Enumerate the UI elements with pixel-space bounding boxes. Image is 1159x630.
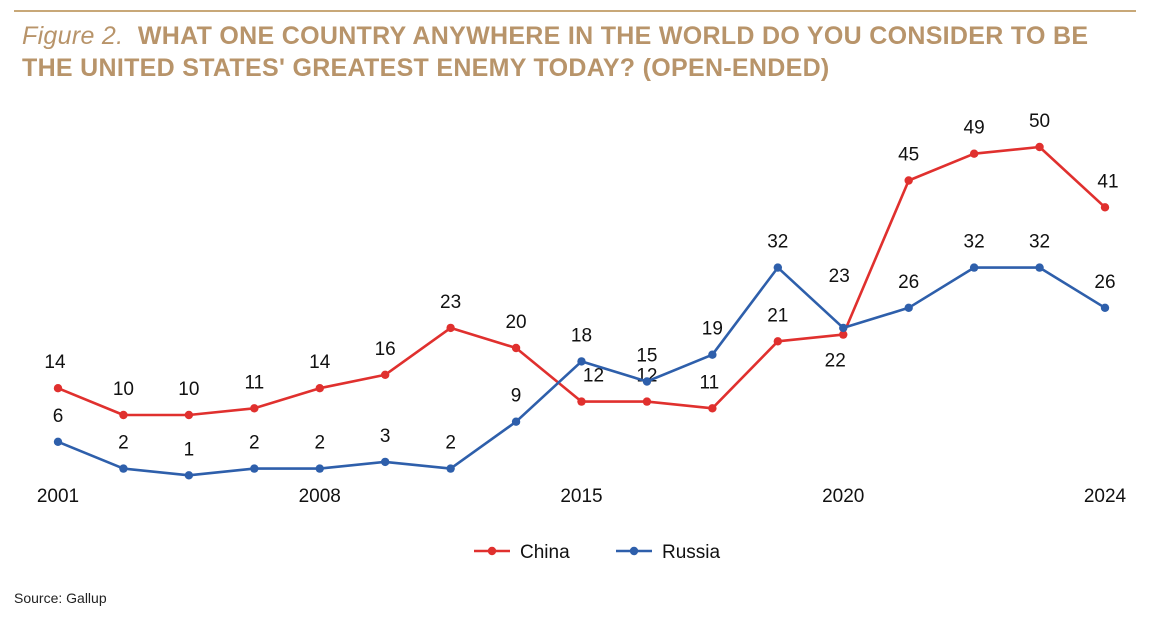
russia-data-label: 2 xyxy=(249,433,260,454)
russia-data-label: 26 xyxy=(898,272,919,293)
china-data-label: 21 xyxy=(767,305,788,326)
china-data-label: 11 xyxy=(700,372,720,393)
legend-china-label: China xyxy=(520,542,570,563)
russia-data-label: 2 xyxy=(314,433,325,454)
china-point xyxy=(380,370,390,379)
russia-point xyxy=(642,377,652,386)
china-data-label: 14 xyxy=(309,352,331,373)
china-data-label: 10 xyxy=(113,379,134,400)
china-data-label: 16 xyxy=(375,339,396,360)
russia-point xyxy=(773,263,783,272)
russia-data-label: 32 xyxy=(1029,232,1050,253)
russia-data-label: 6 xyxy=(53,406,64,427)
china-data-label: 12 xyxy=(636,366,657,387)
russia-data-label: 18 xyxy=(571,325,592,346)
russia-data-label: 9 xyxy=(511,386,522,407)
china-data-label: 49 xyxy=(964,118,985,139)
russia-point xyxy=(1100,303,1110,312)
russia-data-label: 23 xyxy=(829,266,850,287)
legend-russia-label: Russia xyxy=(662,542,721,563)
china-point xyxy=(184,410,194,420)
russia-point xyxy=(380,457,390,467)
china-data-label: 45 xyxy=(898,145,919,166)
russia-data-label: 1 xyxy=(184,439,195,460)
china-point xyxy=(53,384,63,393)
china-data-label: 10 xyxy=(178,379,199,400)
title-text: WHAT ONE COUNTRY ANYWHERE IN THE WORLD D… xyxy=(22,22,1089,82)
russia-point xyxy=(511,417,521,426)
china-data-label: 50 xyxy=(1029,111,1050,132)
russia-series-line xyxy=(57,266,1106,477)
china-point xyxy=(250,404,259,413)
china-point xyxy=(708,404,717,413)
china-data-label: 41 xyxy=(1097,171,1118,192)
x-tick-label: 2001 xyxy=(37,486,79,507)
russia-point xyxy=(119,464,128,473)
china-series-line xyxy=(57,145,1106,417)
russia-point xyxy=(969,263,979,272)
russia-point xyxy=(446,464,455,473)
russia-point xyxy=(904,303,913,312)
china-point xyxy=(642,397,652,406)
china-point xyxy=(969,149,979,158)
china-point xyxy=(119,410,128,420)
source-note: Source: Gallup xyxy=(14,590,107,606)
russia-point xyxy=(577,357,586,366)
x-tick-label: 2020 xyxy=(822,486,864,507)
russia-point xyxy=(708,350,717,359)
x-tick-label: 2024 xyxy=(1084,486,1127,507)
russia-point xyxy=(53,437,63,446)
china-point xyxy=(315,384,324,393)
china-point xyxy=(1035,142,1044,152)
china-point xyxy=(1100,203,1110,212)
china-data-label: 12 xyxy=(583,366,604,387)
russia-point xyxy=(315,464,324,473)
figure-label: Figure 2. xyxy=(22,22,124,50)
top-rule xyxy=(14,10,1136,12)
russia-point xyxy=(250,464,259,473)
russia-data-label: 3 xyxy=(380,426,391,447)
china-data-label: 22 xyxy=(825,351,846,372)
china-point xyxy=(446,323,455,333)
china-data-label: 14 xyxy=(44,352,66,373)
china-point xyxy=(577,397,586,406)
x-tick-label: 2008 xyxy=(299,486,341,507)
russia-data-label: 26 xyxy=(1094,272,1115,293)
chart-title: Figure 2. WHAT ONE COUNTRY ANYWHERE IN T… xyxy=(22,20,1132,84)
russia-data-label: 32 xyxy=(964,232,985,253)
russia-point xyxy=(1035,263,1044,272)
russia-point xyxy=(839,323,848,333)
russia-data-label: 2 xyxy=(118,433,129,454)
russia-data-label: 19 xyxy=(702,319,723,340)
china-point xyxy=(904,176,913,185)
russia-data-label: 2 xyxy=(445,433,456,454)
china-point xyxy=(773,337,783,346)
russia-point xyxy=(184,471,194,480)
china-data-label: 23 xyxy=(440,292,461,313)
x-tick-label: 2015 xyxy=(560,486,602,507)
china-point xyxy=(511,343,521,353)
russia-data-label: 32 xyxy=(767,232,788,253)
russia-data-label: 15 xyxy=(636,346,657,367)
legend-china-marker xyxy=(487,546,497,556)
legend-russia-marker xyxy=(629,546,639,556)
china-data-label: 20 xyxy=(505,312,526,333)
china-point xyxy=(839,330,848,339)
china-data-label: 11 xyxy=(244,372,264,393)
